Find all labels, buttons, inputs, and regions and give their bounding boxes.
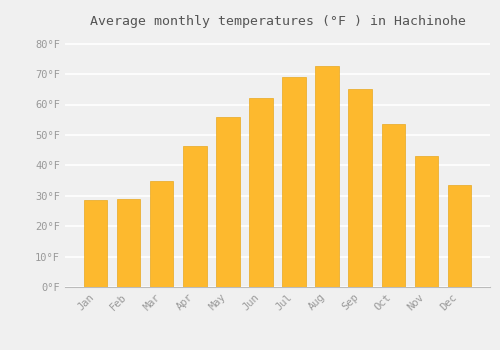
Bar [348,89,372,287]
Bar [250,98,272,287]
Bar [382,124,404,287]
Bar [282,77,306,287]
Title: Average monthly temperatures (°F ) in Hachinohe: Average monthly temperatures (°F ) in Ha… [90,15,466,28]
Bar [150,181,174,287]
Bar [216,117,240,287]
Bar [316,66,338,287]
Bar [118,199,141,287]
Bar [184,146,206,287]
Bar [84,200,108,287]
Bar [448,185,470,287]
Bar [414,156,438,287]
